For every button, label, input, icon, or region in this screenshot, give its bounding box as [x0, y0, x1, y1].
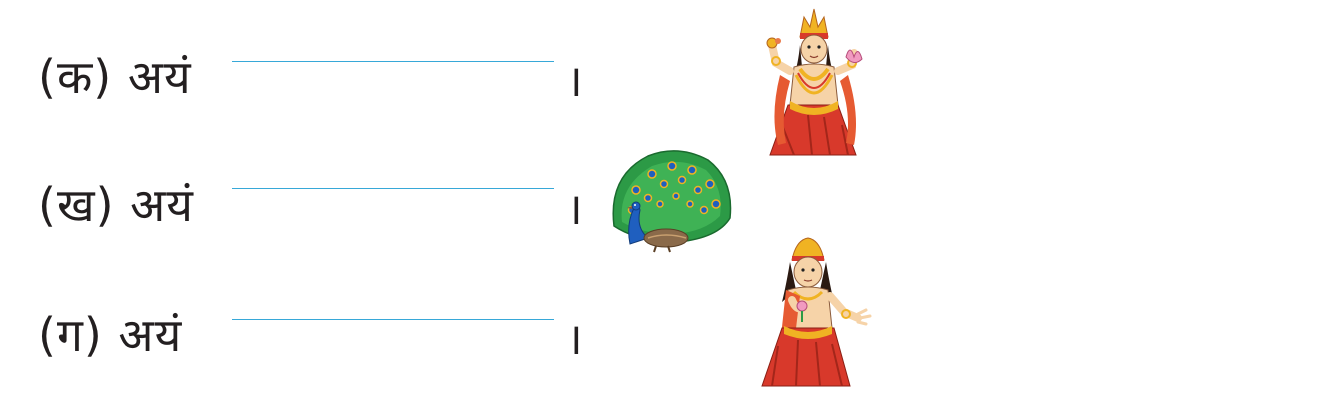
row-label-kha: (ख) अयं [38, 182, 194, 228]
answer-line-ga[interactable] [232, 319, 554, 320]
row-word: अयं [130, 178, 194, 232]
row-label-ga: (ग) अयं [38, 312, 182, 358]
danda-ka: । [566, 56, 583, 107]
row-marker: (क) [38, 50, 113, 104]
exercise-row-ka: (क) अयं । [0, 40, 600, 130]
deity-with-lotus-icon [766, 8, 863, 156]
row-marker: (ग) [38, 308, 103, 362]
row-label-ka: (क) अयं [38, 54, 192, 100]
answer-line-kha[interactable] [232, 188, 554, 189]
peacock-icon [612, 150, 732, 253]
exercise-row-ga: (ग) अयं । [0, 300, 600, 390]
young-deity-icon [761, 237, 872, 387]
exercise-row-kha: (ख) अयं । [0, 170, 600, 260]
row-word: अयं [127, 50, 192, 104]
answer-line-ka[interactable] [232, 61, 554, 62]
danda-ga: । [566, 314, 583, 365]
row-word: अयं [118, 308, 183, 362]
row-marker: (ख) [38, 178, 115, 232]
danda-kha: । [566, 184, 583, 235]
